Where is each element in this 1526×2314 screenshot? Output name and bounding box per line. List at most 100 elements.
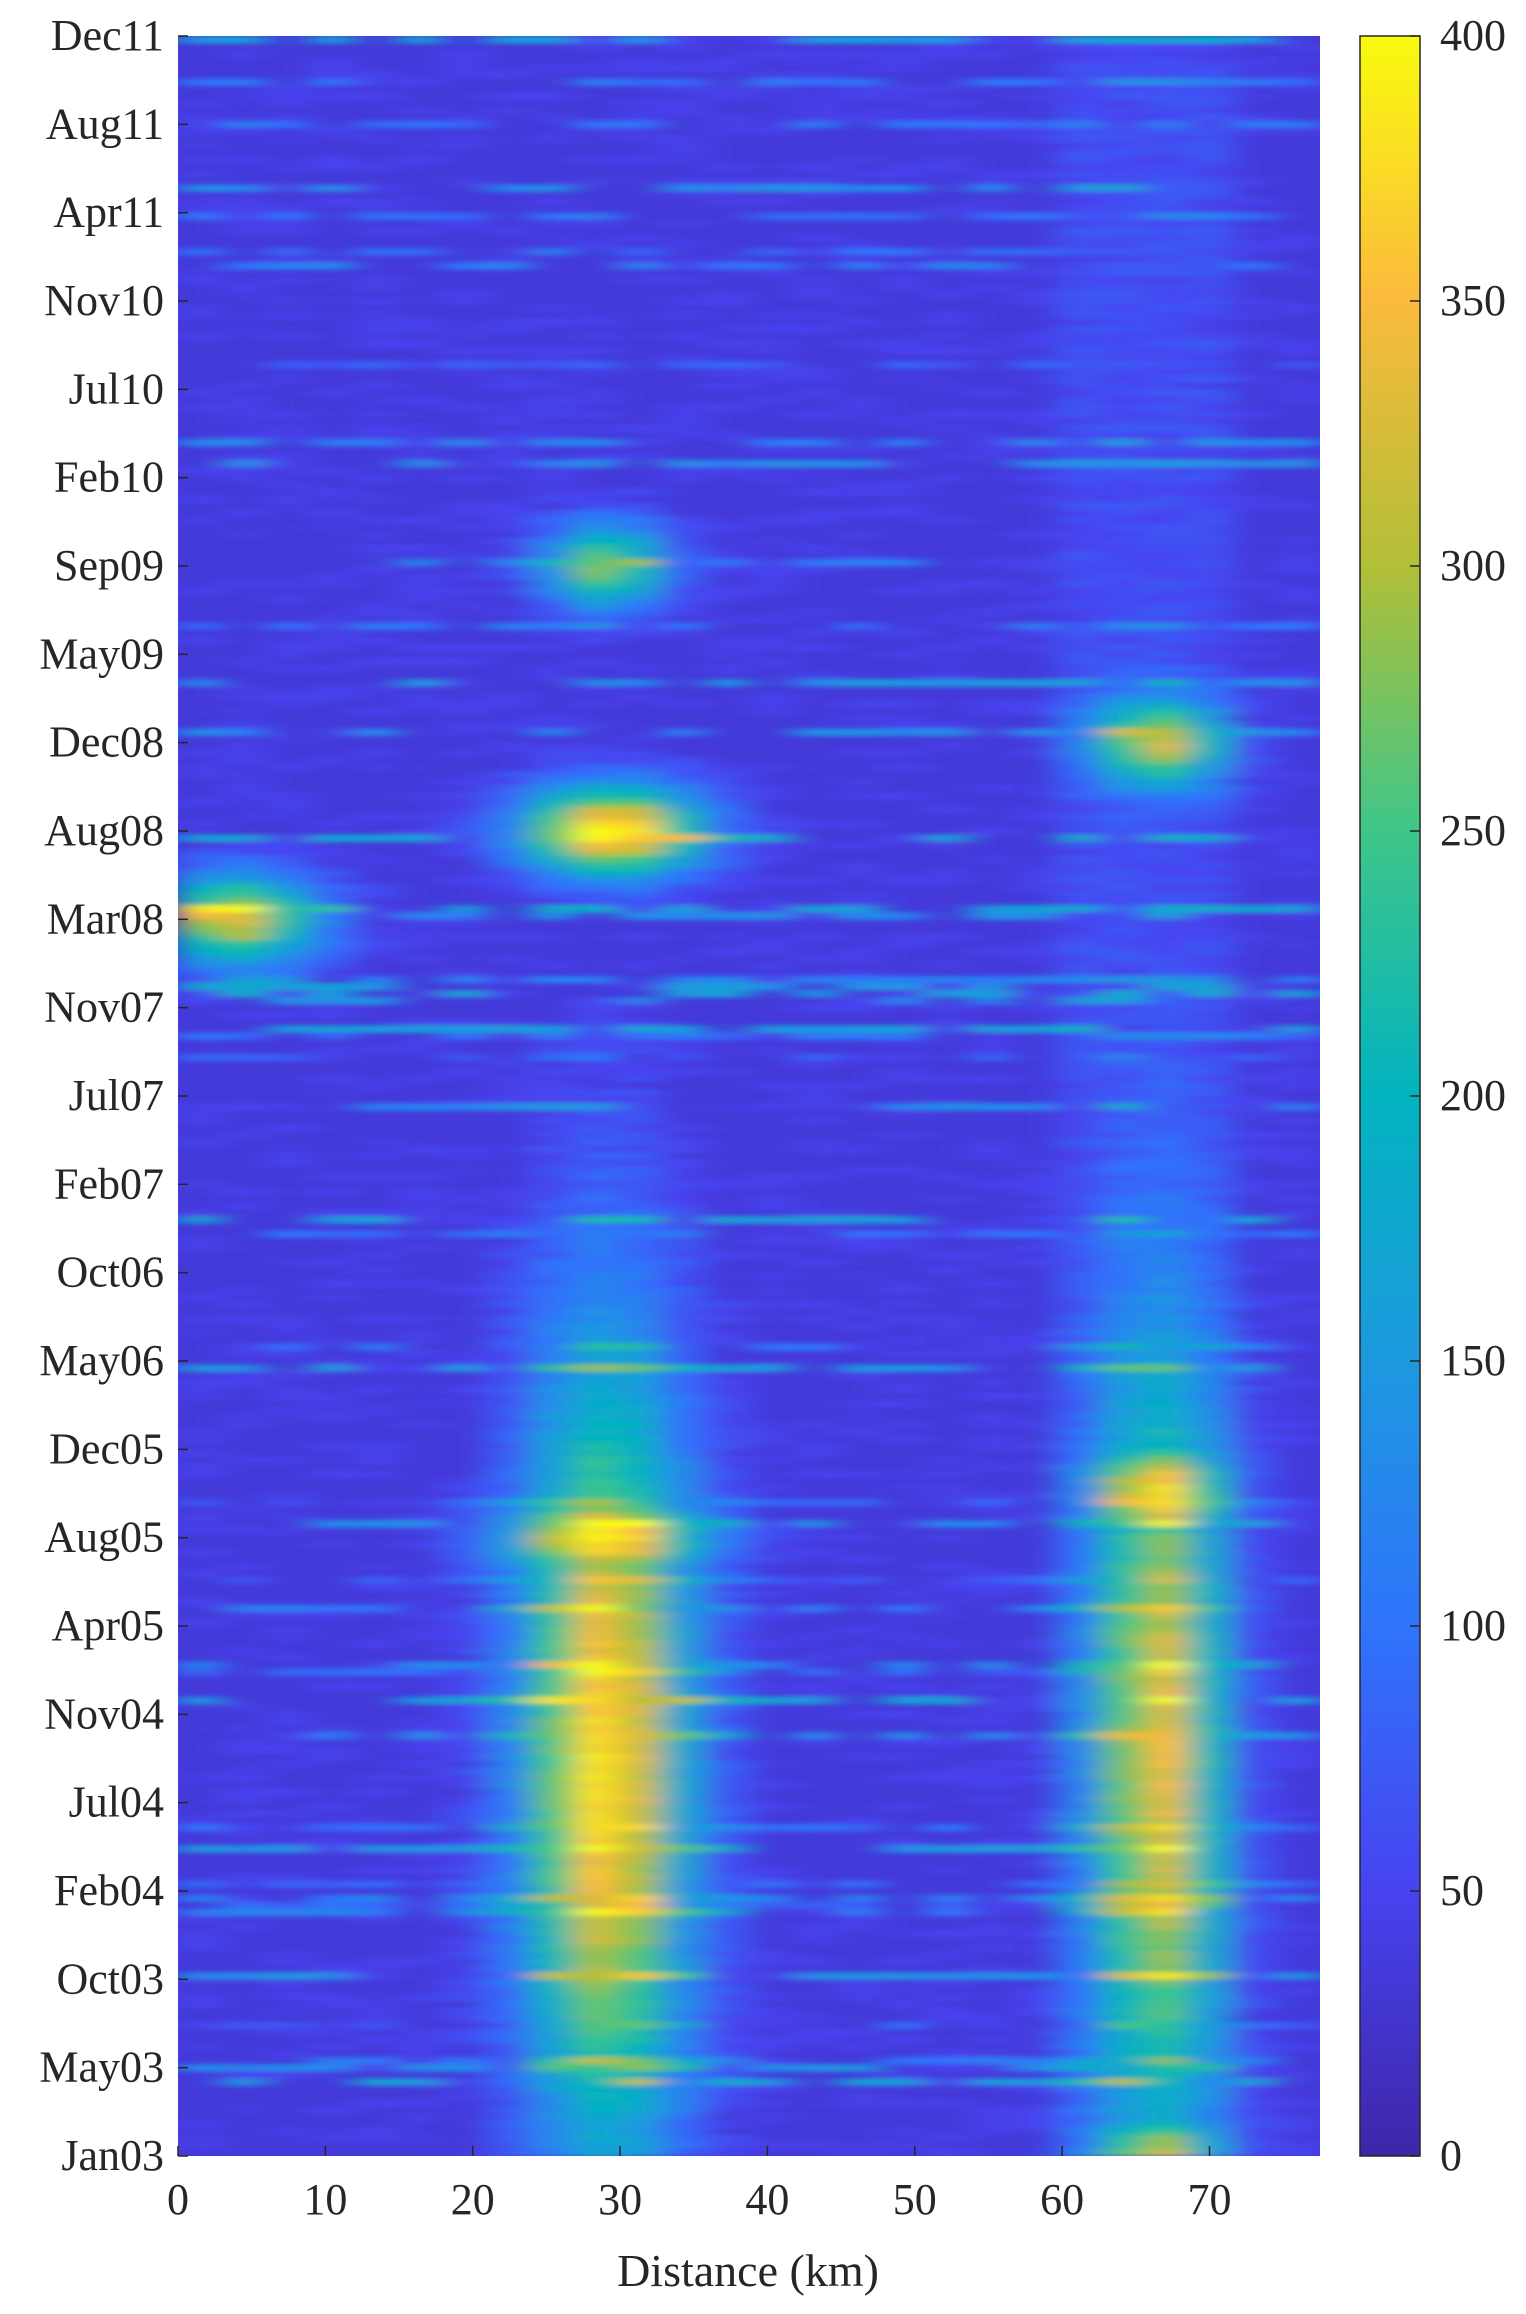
x-axis-label: Distance (km) bbox=[617, 2245, 879, 2296]
heatmap-cell bbox=[178, 912, 223, 920]
heatmap-cell bbox=[617, 1173, 663, 1182]
heatmap-cell bbox=[529, 1823, 575, 1832]
heatmap-cell bbox=[1232, 785, 1278, 793]
heatmap-cell bbox=[221, 912, 267, 920]
heatmap-cell bbox=[309, 1357, 355, 1366]
heatmap-cell bbox=[1232, 1583, 1278, 1592]
heatmap-cell bbox=[441, 325, 487, 334]
heatmap-cell bbox=[1056, 785, 1102, 793]
heatmap-cell bbox=[1144, 1194, 1190, 1203]
heatmap-cell bbox=[529, 912, 575, 920]
heatmap-cell bbox=[1100, 1583, 1146, 1592]
heatmap-cell bbox=[1012, 707, 1058, 715]
heatmap-cell bbox=[617, 1767, 663, 1775]
heatmap-cell bbox=[529, 212, 575, 221]
heatmap-cell bbox=[309, 36, 355, 44]
heatmap-cell bbox=[617, 2120, 663, 2129]
heatmap-cell bbox=[1100, 2113, 1146, 2122]
heatmap-cell bbox=[397, 1209, 443, 1217]
heatmap-cell bbox=[1232, 1703, 1278, 1712]
heatmap-cell bbox=[617, 1894, 663, 1903]
heatmap-cell bbox=[353, 763, 399, 772]
heatmap-cell bbox=[705, 799, 750, 807]
heatmap-cell bbox=[880, 1110, 926, 1118]
heatmap-cell bbox=[441, 1781, 487, 1790]
heatmap-cell bbox=[529, 1795, 575, 1804]
heatmap-cell bbox=[1056, 1279, 1102, 1288]
heatmap-cell bbox=[1232, 1823, 1278, 1832]
heatmap-cell bbox=[1012, 1696, 1058, 1705]
heatmap-cell bbox=[1056, 523, 1102, 532]
heatmap-cell bbox=[1056, 968, 1102, 977]
heatmap-cell bbox=[836, 1081, 882, 1090]
heatmap-cell bbox=[178, 834, 223, 843]
heatmap-cell bbox=[661, 1830, 707, 1839]
heatmap-cell bbox=[880, 417, 926, 426]
heatmap-cell bbox=[353, 1237, 399, 1245]
heatmap-cell bbox=[265, 424, 311, 433]
heatmap-cell bbox=[1100, 2050, 1146, 2058]
heatmap-cell bbox=[1276, 1520, 1320, 1528]
heatmap-cell bbox=[836, 1053, 882, 1062]
heatmap-cell bbox=[1056, 530, 1102, 539]
heatmap-cell bbox=[1232, 1357, 1278, 1366]
heatmap-cell bbox=[836, 820, 882, 829]
heatmap-cell bbox=[1012, 1159, 1058, 1168]
heatmap-cell bbox=[792, 1449, 838, 1457]
heatmap-cell bbox=[968, 707, 1014, 715]
heatmap-cell bbox=[1232, 1640, 1278, 1648]
heatmap-cell bbox=[836, 1032, 882, 1041]
heatmap-cell bbox=[1012, 566, 1058, 574]
heatmap-cell bbox=[441, 1965, 487, 1973]
heatmap-cell bbox=[529, 2106, 575, 2115]
heatmap-cell bbox=[1276, 1159, 1320, 1168]
heatmap-cell bbox=[1144, 219, 1190, 228]
heatmap-cell bbox=[1188, 43, 1234, 51]
heatmap-cell bbox=[968, 905, 1014, 913]
heatmap-cell bbox=[265, 2028, 311, 2037]
heatmap-cell bbox=[573, 679, 619, 687]
heatmap-cell bbox=[1144, 1590, 1190, 1599]
heatmap-cell bbox=[485, 1830, 531, 1839]
heatmap-cell bbox=[397, 1512, 443, 1521]
heatmap-cell bbox=[1232, 1597, 1278, 1606]
heatmap-cell bbox=[573, 1548, 619, 1556]
heatmap-cell bbox=[353, 184, 399, 193]
heatmap-cell bbox=[617, 1088, 663, 1097]
heatmap-cell bbox=[1056, 1300, 1102, 1309]
heatmap-cell bbox=[1276, 827, 1320, 836]
heatmap-cell bbox=[1056, 1202, 1102, 1210]
heatmap-cell bbox=[573, 1322, 619, 1330]
heatmap-cell bbox=[353, 1173, 399, 1182]
heatmap-cell bbox=[792, 2141, 838, 2150]
heatmap-cell bbox=[353, 516, 399, 525]
heatmap-cell bbox=[1188, 368, 1234, 376]
heatmap-cell bbox=[1012, 954, 1058, 963]
heatmap-cell bbox=[924, 2057, 970, 2065]
heatmap-cell bbox=[968, 1703, 1014, 1712]
heatmap-cell bbox=[617, 1929, 663, 1938]
heatmap-cell bbox=[529, 248, 575, 256]
heatmap-cell bbox=[1100, 2141, 1146, 2150]
heatmap-cell bbox=[1012, 474, 1058, 482]
heatmap-cell bbox=[265, 467, 311, 475]
heatmap-cell bbox=[441, 2028, 487, 2037]
heatmap-cell bbox=[1144, 622, 1190, 631]
heatmap-cell bbox=[1276, 361, 1320, 369]
heatmap-cell bbox=[1144, 354, 1190, 362]
heatmap-cell bbox=[573, 785, 619, 793]
heatmap-cell bbox=[968, 248, 1014, 256]
heatmap-cell bbox=[353, 396, 399, 405]
heatmap-cell bbox=[353, 1025, 399, 1033]
heatmap-cell bbox=[1188, 2057, 1234, 2065]
heatmap-cell bbox=[661, 770, 707, 779]
heatmap-cell bbox=[573, 1576, 619, 1585]
heatmap-cell bbox=[1144, 558, 1190, 567]
heatmap-cell bbox=[485, 1414, 531, 1422]
heatmap-cell bbox=[309, 876, 355, 885]
heatmap-cell bbox=[573, 1717, 619, 1726]
heatmap-cell bbox=[1100, 1597, 1146, 1606]
heatmap-cell bbox=[792, 516, 838, 525]
heatmap-cell bbox=[573, 460, 619, 468]
heatmap-cell bbox=[1100, 919, 1146, 927]
